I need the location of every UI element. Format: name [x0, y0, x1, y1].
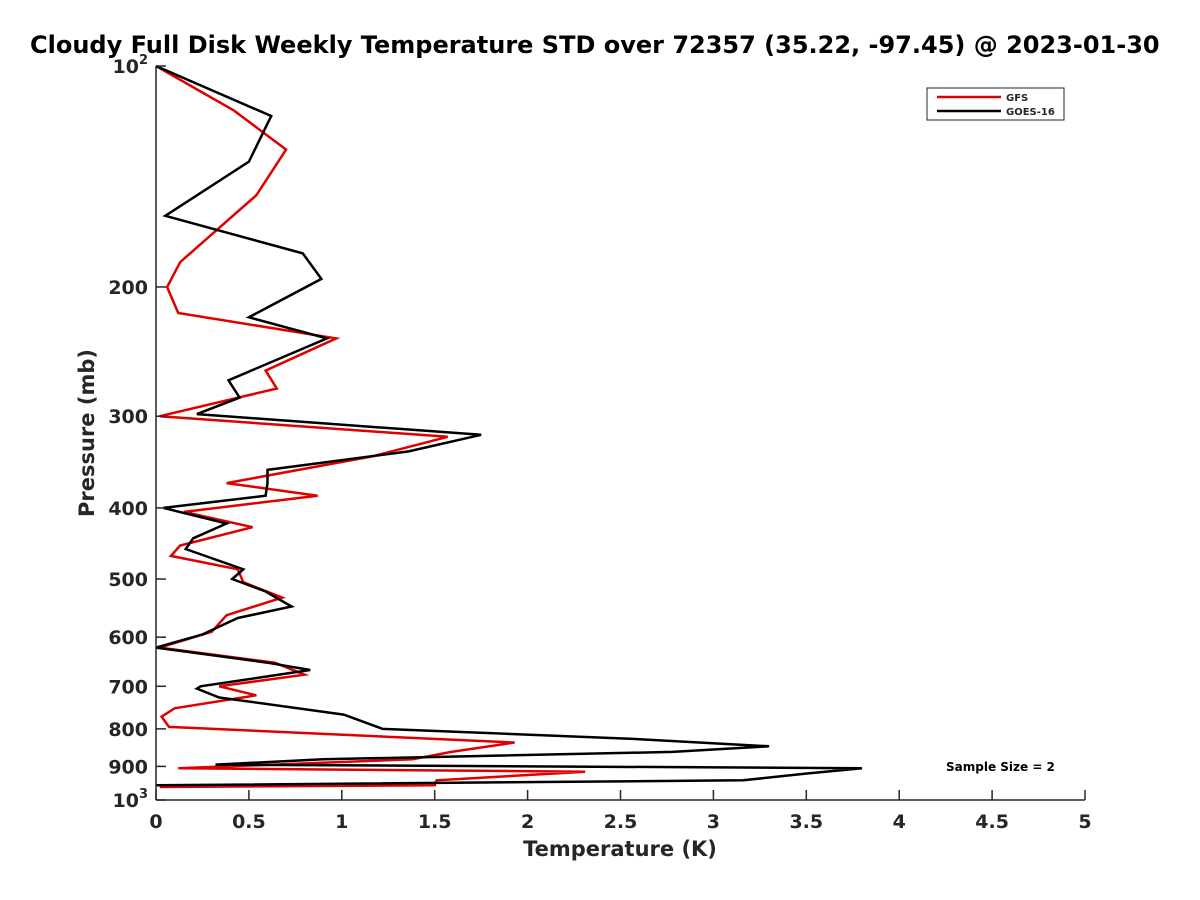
x-tick-label: 4 [893, 811, 906, 833]
y-ticks: 102 200 300 400 500 600 700 800 900 103 [108, 53, 166, 812]
y-tick-label: 103 [113, 787, 149, 812]
series-line-goes16 [155, 64, 863, 787]
legend: GFS GOES-16 [926, 87, 1065, 121]
y-axis-label: Pressure (mb) [75, 349, 99, 517]
y-tick-label: 900 [108, 756, 148, 778]
legend-box [926, 87, 1065, 121]
y-tick-label: 800 [108, 719, 148, 741]
series-layer [155, 64, 863, 789]
x-tick-label: 5 [1078, 811, 1091, 833]
legend-label-gfs: GFS [1006, 93, 1028, 104]
sample-size-annotation: Sample Size = 2 [946, 760, 1055, 774]
y-tick-label: 600 [108, 627, 148, 649]
y-tick-label: 700 [108, 676, 148, 698]
y-tick-label: 300 [108, 406, 148, 428]
legend-label-goes16: GOES-16 [1006, 107, 1055, 118]
x-tick-label: 3 [707, 811, 720, 833]
x-tick-label: 2 [521, 811, 534, 833]
series-line-gfs [155, 64, 586, 789]
y-tick-label: 400 [108, 498, 148, 520]
y-tick-label: 500 [108, 569, 148, 591]
x-tick-label: 1 [335, 811, 348, 833]
x-tick-label: 4.5 [975, 811, 1009, 833]
x-tick-label: 2.5 [604, 811, 638, 833]
x-tick-label: 1.5 [418, 811, 452, 833]
y-tick-label: 102 [113, 53, 149, 78]
chart-title: Cloudy Full Disk Weekly Temperature STD … [30, 31, 1160, 59]
x-ticks: 0 0.5 1 1.5 2 2.5 3 3.5 4 4.5 5 [149, 790, 1092, 833]
axes-layer [155, 66, 1085, 801]
x-tick-label: 3.5 [789, 811, 823, 833]
x-tick-label: 0.5 [232, 811, 266, 833]
x-axis-label: Temperature (K) [523, 837, 717, 861]
x-tick-label: 0 [149, 811, 162, 833]
y-tick-label: 200 [108, 277, 148, 299]
